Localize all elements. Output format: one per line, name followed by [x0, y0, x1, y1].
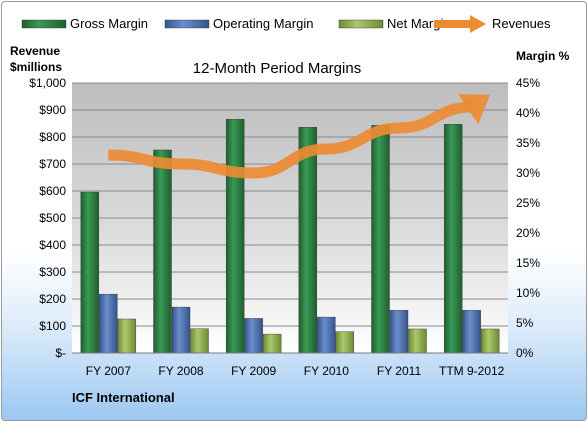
- right-tick-label: 45%: [516, 76, 540, 90]
- right-tick-label: 15%: [516, 256, 540, 270]
- right-tick-label: 10%: [516, 286, 540, 300]
- bar-operating-margin: [244, 318, 263, 354]
- legend-arrowhead: [470, 15, 486, 33]
- company-name: ICF International: [72, 390, 175, 405]
- bar-operating-margin: [171, 306, 191, 354]
- left-tick-label: $900: [39, 103, 66, 117]
- left-tick-label: $-: [55, 346, 66, 360]
- right-tick-label: 5%: [516, 316, 534, 330]
- right-tick-label: 25%: [516, 196, 540, 210]
- x-tick-label: FY 2010: [304, 364, 349, 378]
- bar-operating-margin: [462, 310, 481, 354]
- bar-net-margin: [480, 328, 500, 354]
- right-tick-label: 30%: [516, 166, 540, 180]
- bar-gross-margin: [298, 127, 318, 354]
- x-tick-label: TTM 9-2012: [439, 364, 505, 378]
- legend-label: Gross Margin: [70, 16, 148, 31]
- bar-net-margin: [262, 333, 282, 354]
- left-tick-label: $400: [39, 238, 66, 252]
- legend-swatch: [164, 19, 210, 29]
- axes-group: $- $100 $200 $300 $400 $500 $600 $700 $800 $900 $1…: [29, 76, 540, 378]
- left-axis-title-line1: Revenue: [10, 44, 60, 58]
- bar-gross-margin: [153, 149, 172, 354]
- bar-gross-margin: [371, 125, 390, 354]
- left-axis-title-line2: $millions: [10, 60, 62, 74]
- legend-label: Operating Margin: [213, 16, 313, 31]
- right-tick-label: 35%: [516, 136, 540, 150]
- x-tick-label: FY 2011: [377, 364, 422, 378]
- bar-gross-margin: [225, 118, 245, 354]
- legend-label: Revenues: [492, 16, 551, 31]
- right-tick-label: 40%: [516, 106, 540, 120]
- bar-operating-margin: [99, 293, 118, 354]
- x-tick-label: FY 2008: [158, 364, 203, 378]
- bar-gross-margin: [80, 191, 100, 354]
- chart-title: 12-Month Period Margins: [193, 60, 361, 77]
- left-tick-label: $300: [39, 265, 66, 279]
- bar-net-margin: [408, 328, 427, 354]
- legend-swatch: [21, 19, 67, 29]
- bar-group: [80, 118, 500, 354]
- left-tick-label: $800: [39, 130, 66, 144]
- bar-net-margin: [190, 328, 209, 354]
- revenue-line-group: [108, 94, 491, 179]
- right-tick-label: 20%: [516, 226, 540, 240]
- bar-operating-margin: [389, 310, 409, 354]
- right-axis-title: Margin %: [516, 49, 570, 63]
- x-tick-label: FY 2009: [231, 364, 276, 378]
- legend-swatch: [338, 19, 384, 29]
- revenue-line: [108, 101, 472, 179]
- bar-operating-margin: [317, 316, 336, 354]
- left-tick-label: $600: [39, 184, 66, 198]
- bar-net-margin: [117, 318, 137, 354]
- left-tick-label: $500: [39, 211, 66, 225]
- revenue-arrowhead: [458, 94, 491, 125]
- left-tick-label: $200: [39, 292, 66, 306]
- left-tick-label: $100: [39, 319, 66, 333]
- left-tick-label: $700: [39, 157, 66, 171]
- x-tick-label: FY 2007: [86, 364, 131, 378]
- bar-gross-margin: [443, 124, 463, 354]
- left-tick-label: $1,000: [29, 76, 66, 90]
- legend: Gross Margin Operating Margin Net Margin Re…: [21, 15, 551, 33]
- bar-net-margin: [335, 331, 355, 354]
- right-tick-label: 0%: [516, 346, 534, 360]
